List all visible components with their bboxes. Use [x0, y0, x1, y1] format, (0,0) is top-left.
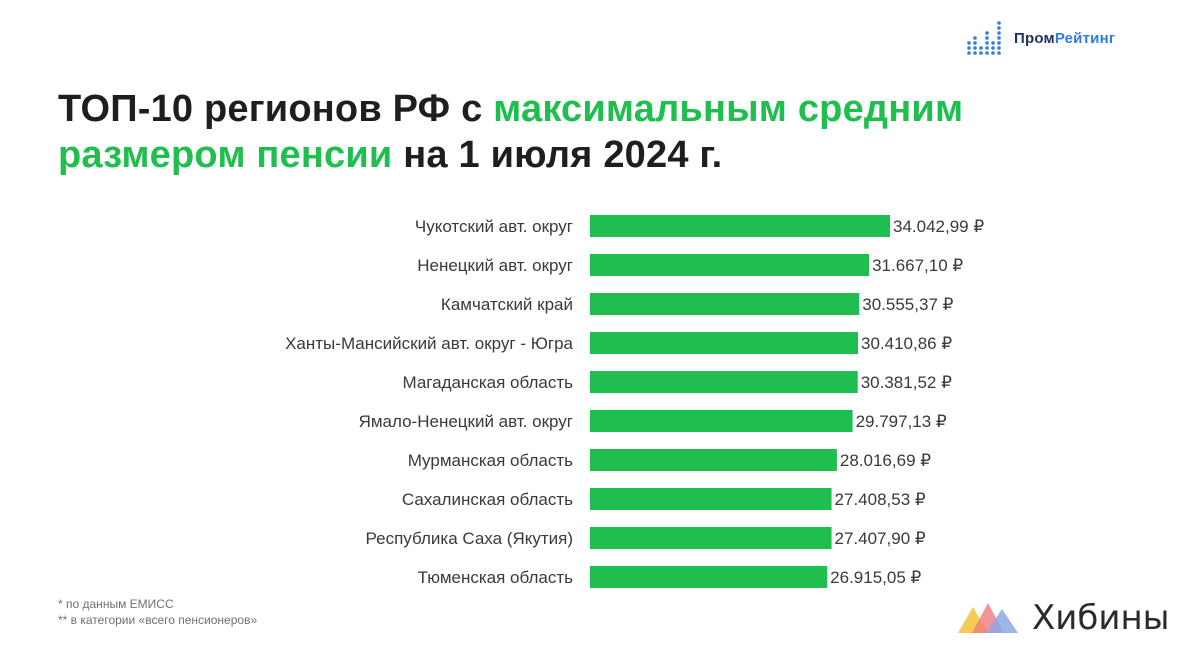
- bar: [590, 293, 860, 315]
- page-title: ТОП-10 регионов РФ с максимальным средни…: [58, 86, 963, 178]
- bar: [590, 332, 858, 354]
- bar: [590, 215, 890, 237]
- bar: [590, 254, 870, 276]
- value-label: 34.042,99 ₽: [893, 217, 984, 236]
- value-label: 27.408,53 ₽: [835, 490, 926, 509]
- category-label: Республика Саха (Якутия): [366, 529, 573, 548]
- bar: [590, 488, 832, 510]
- category-label: Чукотский авт. округ: [415, 217, 573, 236]
- category-label: Ямало-Ненецкий авт. округ: [359, 412, 573, 431]
- logo-part1: Пром: [1014, 29, 1055, 47]
- category-label: Магаданская область: [403, 373, 574, 392]
- bar: [590, 371, 858, 393]
- bar: [590, 527, 832, 549]
- category-label: Тюменская область: [418, 568, 574, 587]
- title-part2: на 1 июля 2024 г.: [392, 134, 723, 176]
- value-label: 28.016,69 ₽: [840, 451, 931, 470]
- footnotes: * по данным ЕМИСС ** в категории «всего …: [58, 596, 257, 628]
- value-label: 30.381,52 ₽: [861, 373, 952, 392]
- category-label: Ненецкий авт. округ: [417, 256, 573, 275]
- bar: [590, 449, 837, 471]
- category-label: Ханты-Мансийский авт. округ - Югра: [285, 334, 573, 353]
- value-label: 29.797,13 ₽: [856, 412, 947, 431]
- value-label: 31.667,10 ₽: [872, 256, 963, 275]
- khibiny-brand: Хибины: [958, 598, 1170, 638]
- title-highlight1: максимальным средним: [493, 88, 964, 130]
- mountains-icon: [958, 603, 1018, 633]
- bar-dots-icon: [967, 21, 1001, 55]
- value-label: 30.555,37 ₽: [862, 295, 953, 314]
- footnote-category: ** в категории «всего пенсионеров»: [58, 613, 258, 627]
- bar: [590, 410, 853, 432]
- value-label: 26.915,05 ₽: [830, 568, 921, 587]
- value-label: 30.410,86 ₽: [861, 334, 952, 353]
- bar: [590, 566, 828, 588]
- title-highlight2: размером пенсии: [58, 134, 393, 176]
- value-label: 27.407,90 ₽: [835, 529, 926, 548]
- title-part1: ТОП-10 регионов РФ с: [58, 88, 494, 130]
- brand-name: Хибины: [1032, 598, 1170, 638]
- category-label: Сахалинская область: [402, 490, 573, 509]
- logo-part2: Рейтинг: [1054, 29, 1116, 47]
- promrating-logo: ПромРейтинг: [966, 20, 1115, 56]
- footnote-source: * по данным ЕМИСС: [58, 597, 174, 611]
- category-label: Камчатский край: [441, 295, 573, 314]
- logo-text: ПромРейтинг: [1014, 30, 1115, 47]
- category-label: Мурманская область: [408, 451, 573, 470]
